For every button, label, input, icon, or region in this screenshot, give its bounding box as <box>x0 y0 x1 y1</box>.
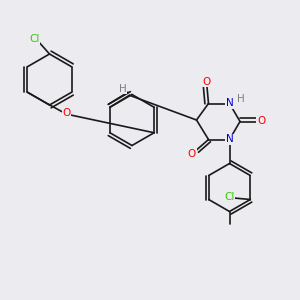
Text: Cl: Cl <box>29 34 40 44</box>
Text: H: H <box>119 84 127 94</box>
Text: N: N <box>226 134 233 145</box>
Text: O: O <box>188 149 196 159</box>
Text: Cl: Cl <box>224 192 235 203</box>
Text: O: O <box>257 116 265 127</box>
Text: H: H <box>237 94 245 104</box>
Text: N: N <box>226 98 233 109</box>
Text: O: O <box>203 76 211 87</box>
Text: O: O <box>62 108 70 118</box>
